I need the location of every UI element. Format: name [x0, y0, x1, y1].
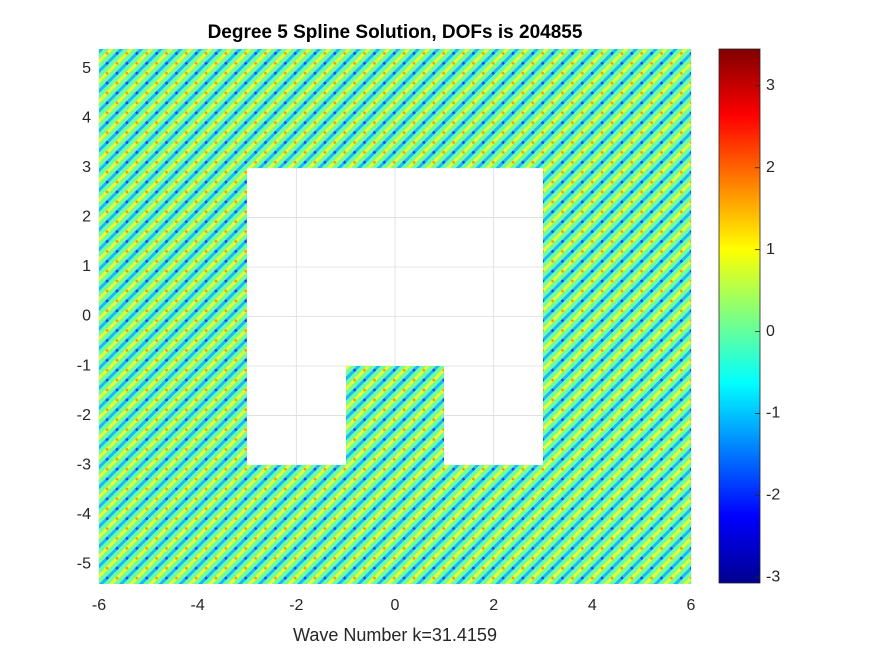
- colorbar-tick-label: 2: [766, 159, 775, 176]
- x-tick-label: 2: [489, 597, 498, 614]
- y-tick-label: -4: [77, 506, 91, 523]
- y-tick-label: 5: [82, 60, 91, 77]
- y-tick-label: 1: [82, 258, 91, 275]
- x-axis-label: Wave Number k=31.4159: [293, 625, 497, 645]
- colorbar-tick-label: 0: [766, 323, 775, 340]
- x-tick-label: -2: [289, 597, 303, 614]
- y-tick-label: -5: [77, 555, 91, 572]
- x-tick-label: 6: [687, 597, 696, 614]
- y-tick-label: -3: [77, 456, 91, 473]
- x-tick-label: 0: [391, 597, 400, 614]
- colorbar-tick-label: -3: [766, 568, 780, 585]
- y-tick-label: -2: [77, 407, 91, 424]
- x-tick-label: 4: [588, 597, 597, 614]
- colorbar-tick-label: -1: [766, 405, 780, 422]
- colorbar-tick-label: 3: [766, 77, 775, 94]
- x-tick-label: -4: [191, 597, 205, 614]
- colorbar: [719, 49, 760, 583]
- y-tick-label: 4: [82, 110, 91, 127]
- y-tick-label: 2: [82, 209, 91, 226]
- chart-title: Degree 5 Spline Solution, DOFs is 204855: [208, 22, 583, 43]
- colorbar-frame: [718, 48, 761, 584]
- colorbar-tick-label: 1: [766, 241, 775, 258]
- y-tick-label: 0: [82, 308, 91, 325]
- y-tick-label: 3: [82, 159, 91, 176]
- field: [99, 49, 691, 584]
- colorbar-tick-label: -2: [766, 487, 780, 504]
- x-tick-label: -6: [92, 597, 106, 614]
- y-tick-label: -1: [77, 357, 91, 374]
